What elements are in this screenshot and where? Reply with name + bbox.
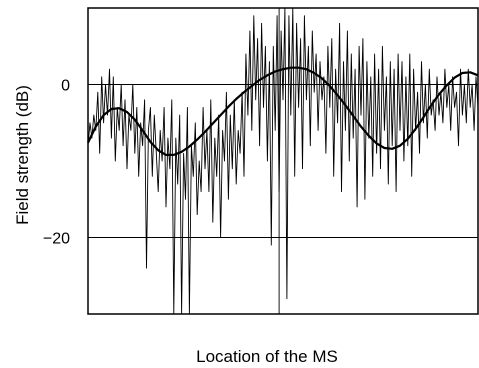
plot-frame (87, 7, 479, 315)
y-tick-label: 0 (61, 78, 70, 95)
y-axis-label: Field strength (dB) (13, 85, 32, 225)
y-tick-label: −20 (43, 231, 70, 248)
fast-fading-line (87, 7, 479, 315)
series-layer (87, 7, 479, 315)
y-tick-labels: 0 −20 (43, 78, 70, 248)
x-axis-label: Location of the MS (196, 347, 338, 366)
local-mean-line (87, 66, 479, 156)
